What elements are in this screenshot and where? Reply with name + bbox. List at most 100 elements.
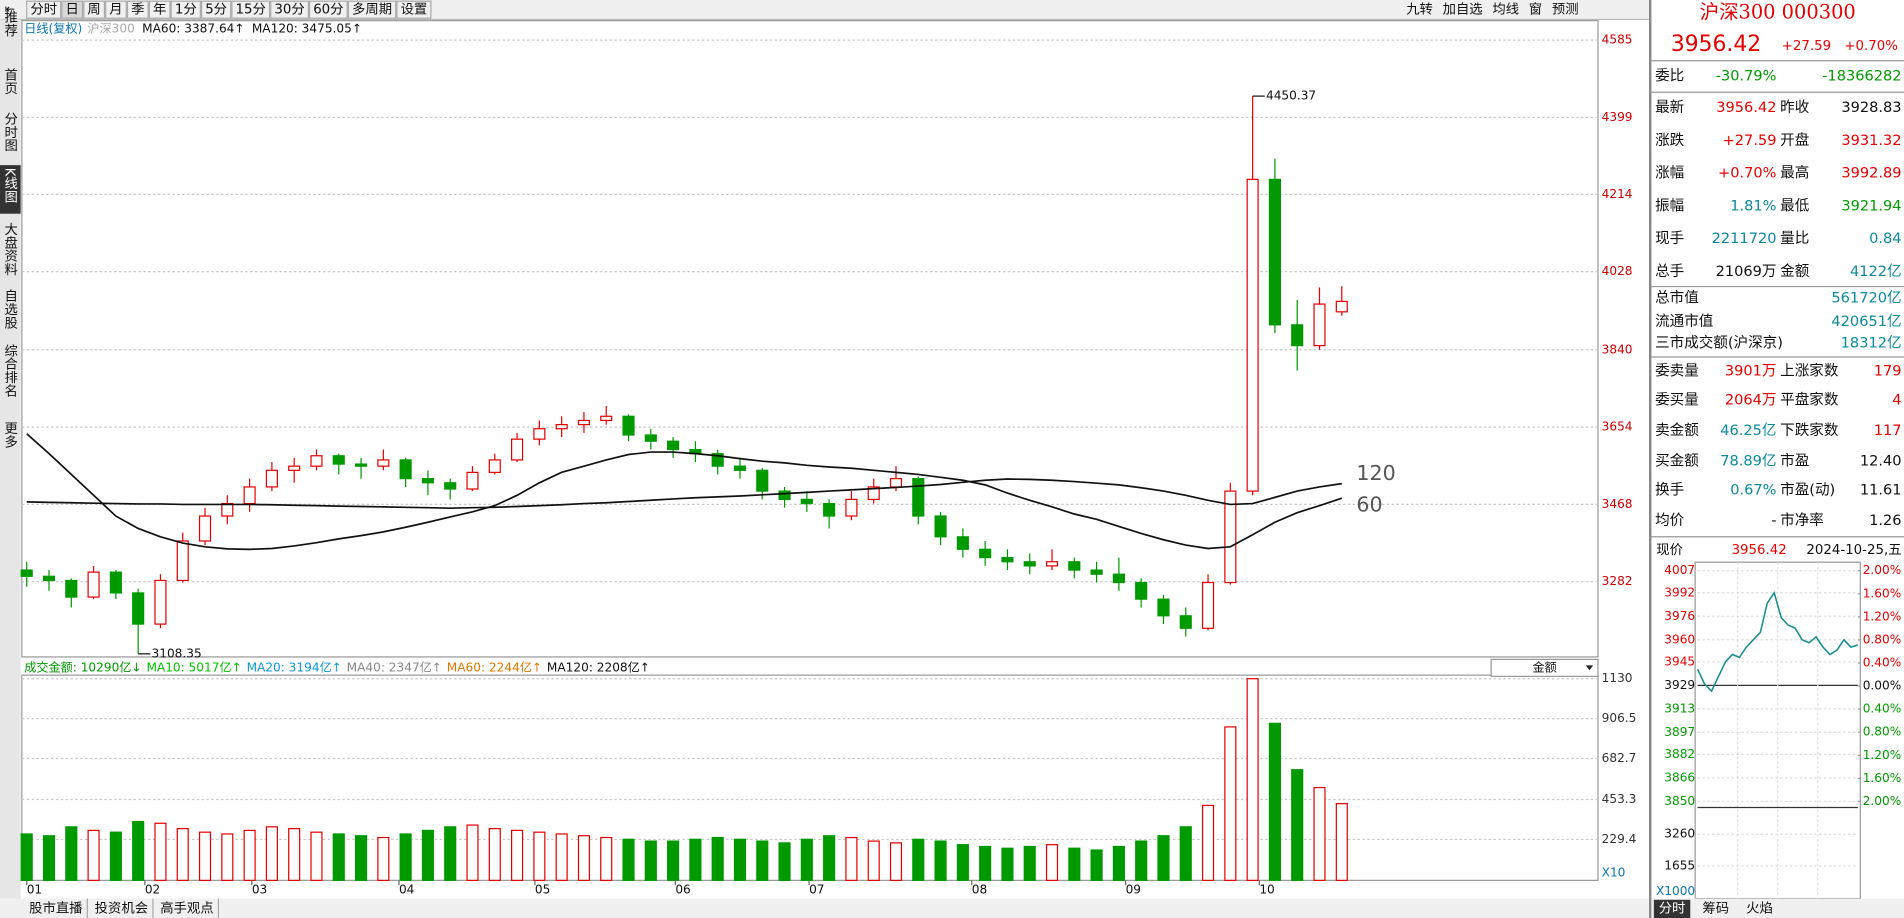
volume-bar [198, 831, 212, 881]
volume-bar [800, 838, 813, 881]
candle-body [912, 478, 925, 517]
volume-bar [288, 828, 301, 881]
period-button-bg[interactable] [347, 0, 397, 19]
period-button-bg[interactable] [148, 0, 171, 19]
legend-entry: MA20: 3194亿↑ [247, 659, 342, 674]
period-button-bg[interactable] [26, 0, 62, 19]
period-button-bg[interactable] [105, 0, 127, 19]
quote-label: 市净率 [1780, 512, 1824, 529]
volume-bar [1090, 849, 1103, 881]
y-tick-label: 4585 [1602, 33, 1633, 47]
volume-bar [1335, 803, 1348, 881]
candle-body [1335, 300, 1348, 313]
quote-label: 金额 [1780, 263, 1810, 280]
period-button[interactable]: 周 [87, 3, 100, 18]
tool-button[interactable]: 九转 [1406, 2, 1433, 18]
y-tick-label: 3866 [1664, 770, 1695, 784]
sidebar-item[interactable]: 推荐 [2, 9, 18, 36]
bottom-tab[interactable]: 投资机会 [95, 900, 148, 916]
quote-value: 3956.42 [1716, 99, 1776, 116]
candle-body [154, 579, 167, 625]
volume-bar [823, 835, 836, 881]
period-button-bg[interactable] [308, 0, 348, 19]
y-tick-label: 906.5 [1602, 711, 1637, 725]
volume-bar [778, 842, 791, 881]
volume-bar [912, 838, 925, 881]
tool-button[interactable]: 预测 [1552, 2, 1579, 18]
annotation: 3108.35 [152, 646, 202, 660]
selector-label[interactable]: 金额 [1532, 659, 1556, 674]
candle-body [354, 463, 368, 467]
period-button[interactable]: 1分 [175, 2, 197, 18]
sidebar-item[interactable]: 首页 [2, 68, 18, 95]
volume-bar [956, 844, 969, 881]
sidebar-item[interactable]: 自选股 [2, 289, 18, 331]
quote-value: 117 [1874, 422, 1902, 439]
side-tab[interactable]: 火焰 [1746, 900, 1773, 916]
quote-label: 委卖量 [1655, 363, 1699, 380]
period-button[interactable]: 分时 [30, 2, 57, 18]
period-button-bg[interactable] [61, 0, 84, 19]
candle-body [1090, 569, 1103, 575]
quote-label: 最高 [1780, 165, 1809, 182]
y-tick-label: 3992 [1664, 585, 1695, 599]
volume-bar [310, 831, 323, 881]
candle-body [622, 415, 635, 436]
period-button[interactable]: 日 [66, 3, 79, 18]
side-tab[interactable]: 筹码 [1702, 899, 1729, 916]
volume-bar [845, 836, 858, 881]
period-button[interactable]: 30分 [274, 2, 304, 18]
tool-button[interactable]: 加自选 [1443, 2, 1483, 18]
price-panel-frame [21, 20, 1599, 658]
candle-body [867, 486, 880, 501]
quote-label: 卖金额 [1655, 422, 1699, 439]
period-button[interactable]: 设置 [401, 2, 428, 18]
period-button[interactable]: 15分 [236, 2, 266, 18]
candle-body [756, 469, 769, 492]
quote-value: 78.89亿 [1720, 452, 1776, 469]
bottom-tab[interactable]: 高手观点 [160, 899, 213, 916]
period-button-bg[interactable] [126, 0, 149, 19]
period-button-bg[interactable] [200, 0, 232, 19]
period-button[interactable]: 5分 [205, 2, 227, 18]
sidebar-item[interactable]: 分时图 [2, 111, 18, 152]
period-button-bg[interactable] [270, 0, 309, 19]
volume-bar [1224, 726, 1237, 881]
quote-value: 46.25亿 [1720, 422, 1776, 439]
tool-button[interactable]: 窗 [1529, 1, 1542, 18]
candle-body [65, 579, 78, 598]
period-button[interactable]: 季 [131, 2, 144, 18]
candle-body [377, 459, 390, 467]
quote-label: 换手 [1655, 482, 1684, 499]
x-tick-label: 01 [27, 883, 42, 897]
candle-body [667, 440, 680, 451]
period-button-bg[interactable] [396, 0, 432, 19]
ma-line [26, 433, 1343, 551]
period-button-bg[interactable] [83, 0, 106, 19]
side-tab[interactable]: 分时 [1659, 900, 1686, 916]
period-button-bg[interactable] [170, 0, 201, 19]
volume-unit: X1000 [1656, 884, 1695, 898]
candle-body [1112, 573, 1125, 584]
quote-value: 0.84 [1869, 230, 1901, 247]
candle-body [399, 459, 412, 480]
y-tick-label: 3960 [1664, 632, 1695, 646]
volume-bar [20, 833, 33, 881]
candle-body [800, 498, 813, 505]
period-button[interactable]: 年 [153, 2, 166, 18]
period-button[interactable]: 60分 [313, 2, 343, 18]
quote-value: 2064万 [1725, 392, 1777, 409]
tool-button[interactable]: 均线 [1492, 2, 1519, 18]
period-button-bg[interactable] [231, 0, 271, 19]
bottom-tab[interactable]: 股市直播 [29, 899, 83, 916]
candle-body [1291, 324, 1304, 347]
sidebar-item[interactable]: 更多 [2, 421, 18, 448]
sidebar-item[interactable]: 综合排名 [2, 343, 18, 397]
period-button[interactable]: 多周期 [352, 1, 392, 18]
candle-body [243, 486, 256, 505]
quote-label: 买金额 [1655, 452, 1699, 469]
period-button[interactable]: 月 [109, 3, 122, 18]
sidebar-item[interactable]: K线图 [2, 168, 18, 204]
selector-box[interactable] [1490, 658, 1599, 677]
sidebar-item[interactable]: 大盘资料 [2, 222, 18, 276]
